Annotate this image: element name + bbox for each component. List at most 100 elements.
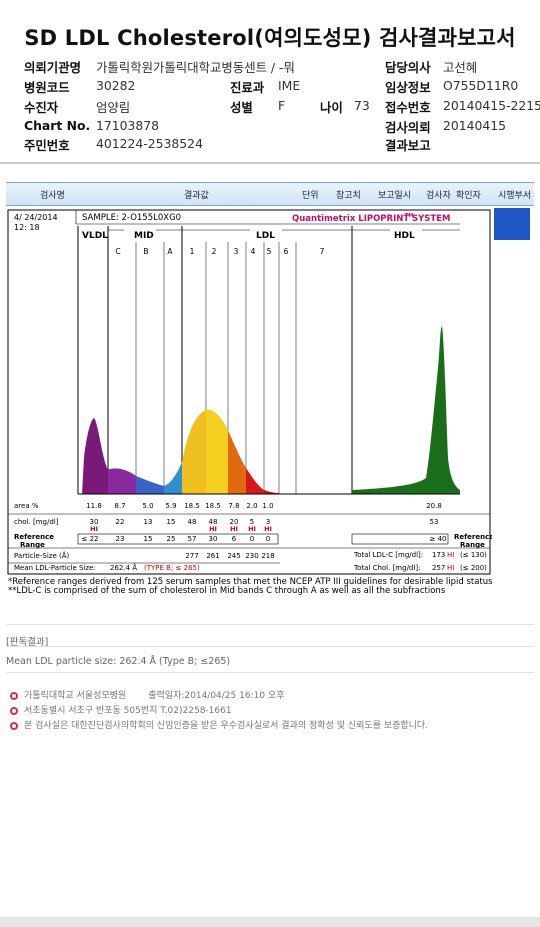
id-value: 401224-2538524	[96, 136, 203, 151]
chol-value: 48	[188, 518, 197, 526]
results-table-header: 검사명 결과값 단위 참고치 보고일시 검사자 확인자 시행부서	[6, 182, 534, 206]
col-result: 결과값	[184, 191, 209, 201]
footer-hospital: 가톨릭대학교 서울성모병원 출력일자:2014/04/25 16:10 오후	[10, 688, 284, 701]
ref-value: 6	[232, 535, 237, 543]
patient-value: 엄양림	[96, 100, 131, 115]
total-ldl-hi: HI	[447, 551, 454, 559]
group-label-hdl: HDL	[394, 231, 415, 241]
col-tester: 검사자	[426, 191, 451, 201]
ref-label-line2: Range	[20, 541, 45, 549]
patient-label: 수진자	[24, 100, 59, 115]
hi-flag: HI	[230, 525, 238, 533]
area-value: 7.8	[228, 502, 239, 510]
ref-value: 30	[209, 535, 218, 543]
chol-value: 53	[430, 518, 439, 526]
peak-mid-a	[164, 462, 182, 494]
hi-flag: HI	[209, 525, 217, 533]
area-value: 18.5	[184, 502, 200, 510]
total-ldl-value: 173	[432, 551, 445, 559]
chart-frame	[7, 209, 491, 575]
report-title: SD LDL Cholesterol(여의도성모) 검사결과보고서	[24, 26, 516, 50]
ref-value: 23	[116, 535, 125, 543]
total-chol-label: Total Chol. [mg/dl]:	[353, 564, 420, 572]
col-ref: 참고치	[336, 191, 361, 201]
peak-ldl-3	[228, 430, 246, 494]
group-label-ldl: LDL	[256, 231, 275, 241]
band-label: B	[143, 247, 148, 256]
col-confirmer: 확인자	[456, 191, 481, 201]
doctor-label: 담당의사	[385, 60, 431, 75]
clinical-label: 임상정보	[385, 80, 431, 95]
area-value: 5.0	[142, 502, 153, 510]
request-value: 20140415	[443, 118, 507, 133]
hospital-code-value: 30282	[96, 78, 136, 93]
address-text: 서초동별시 서초구 반포동 505번지 T.02)2258-1661	[24, 706, 232, 716]
hi-flag: HI	[264, 525, 272, 533]
ref-label-line1: Reference	[14, 533, 54, 541]
lipoprint-report: 검사명 결과값 단위 참고치 보고일시 검사자 확인자 시행부서 4/ 24/2…	[6, 182, 534, 598]
band-label: A	[167, 247, 173, 256]
footer-address: 서초동별시 서초구 반포동 505번지 T.02)2258-1661	[10, 703, 232, 716]
certification-text: 본 검사실은 대한진단검사의학회의 신임인증을 받은 우수검사실로서 결과의 정…	[24, 721, 429, 731]
band-label: C	[115, 247, 120, 256]
chol-value: 22	[116, 518, 125, 526]
ref-value: 57	[188, 535, 197, 543]
print-date: 출력일자:2014/04/25 16:10 오후	[148, 691, 285, 701]
ref-box-left	[77, 533, 279, 545]
col-department: 시행부서	[498, 191, 532, 201]
area-value: 20.8	[426, 502, 442, 510]
band-label: 3	[234, 247, 239, 256]
ref-value: ≤ 22	[82, 535, 99, 543]
ref-value: 0	[250, 535, 254, 543]
ref-value: 15	[144, 535, 153, 543]
mean-size-type: (TYPE B; ≤ 265)	[144, 564, 200, 572]
size-value: 230	[245, 552, 258, 560]
bullet-icon	[10, 706, 18, 715]
area-value: 5.9	[165, 502, 176, 510]
area-label: area %	[14, 502, 39, 510]
chol-value: 13	[144, 518, 153, 526]
chart-value: 17103878	[96, 118, 160, 133]
hi-flag: HI	[248, 525, 256, 533]
peak-mid-b	[136, 476, 164, 494]
section-divider-2	[6, 646, 534, 648]
result-heading: [판독결과]	[6, 637, 49, 648]
brand-logo: Quantimetrix LIPOPRINT	[292, 214, 409, 224]
area-value: 18.5	[205, 502, 221, 510]
sex-value: F	[278, 98, 286, 113]
chart-time: 12: 18	[14, 223, 40, 232]
hi-flag: HI	[90, 525, 98, 533]
divider	[0, 162, 540, 164]
age-value: 73	[354, 98, 370, 113]
bullet-icon	[10, 721, 18, 730]
peak-vldl	[82, 418, 108, 494]
chart-label: Chart No.	[24, 118, 91, 133]
sex-label: 성별	[230, 100, 253, 115]
receipt-value: 20140415-22151	[443, 98, 540, 113]
ref-label-right-2: Range	[460, 541, 485, 549]
ref-value: 0	[266, 535, 270, 543]
chart-date: 4/ 24/2014	[14, 213, 58, 222]
total-chol-value: 257	[432, 564, 445, 572]
request-label: 검사의뢰	[385, 120, 431, 135]
size-value: 261	[206, 552, 219, 560]
institution-value: 가톨릭학원가톨릭대학교병동센트 / -뭐	[96, 60, 295, 75]
result-label: 결과보고	[385, 138, 431, 153]
chol-label: chol. [mg/dl]	[14, 518, 59, 526]
ref-label-right-1: Reference	[454, 533, 492, 541]
band-label: 5	[267, 247, 272, 256]
bullet-icon	[10, 691, 18, 700]
size-value: 218	[261, 552, 274, 560]
chol-value: 15	[167, 518, 176, 526]
group-label-mid: MID	[134, 231, 154, 241]
peak-mid-c	[108, 468, 136, 494]
area-value: 11.8	[86, 502, 102, 510]
peak-ldl-5	[264, 490, 279, 494]
area-value: 2.0	[246, 502, 257, 510]
col-report-date: 보고일시	[378, 191, 412, 201]
peak-ldl-4	[246, 468, 264, 494]
dept-value: IME	[278, 78, 301, 93]
peak-hdl	[352, 326, 460, 494]
band-label: 2	[212, 247, 217, 256]
bottom-bar	[0, 917, 540, 927]
